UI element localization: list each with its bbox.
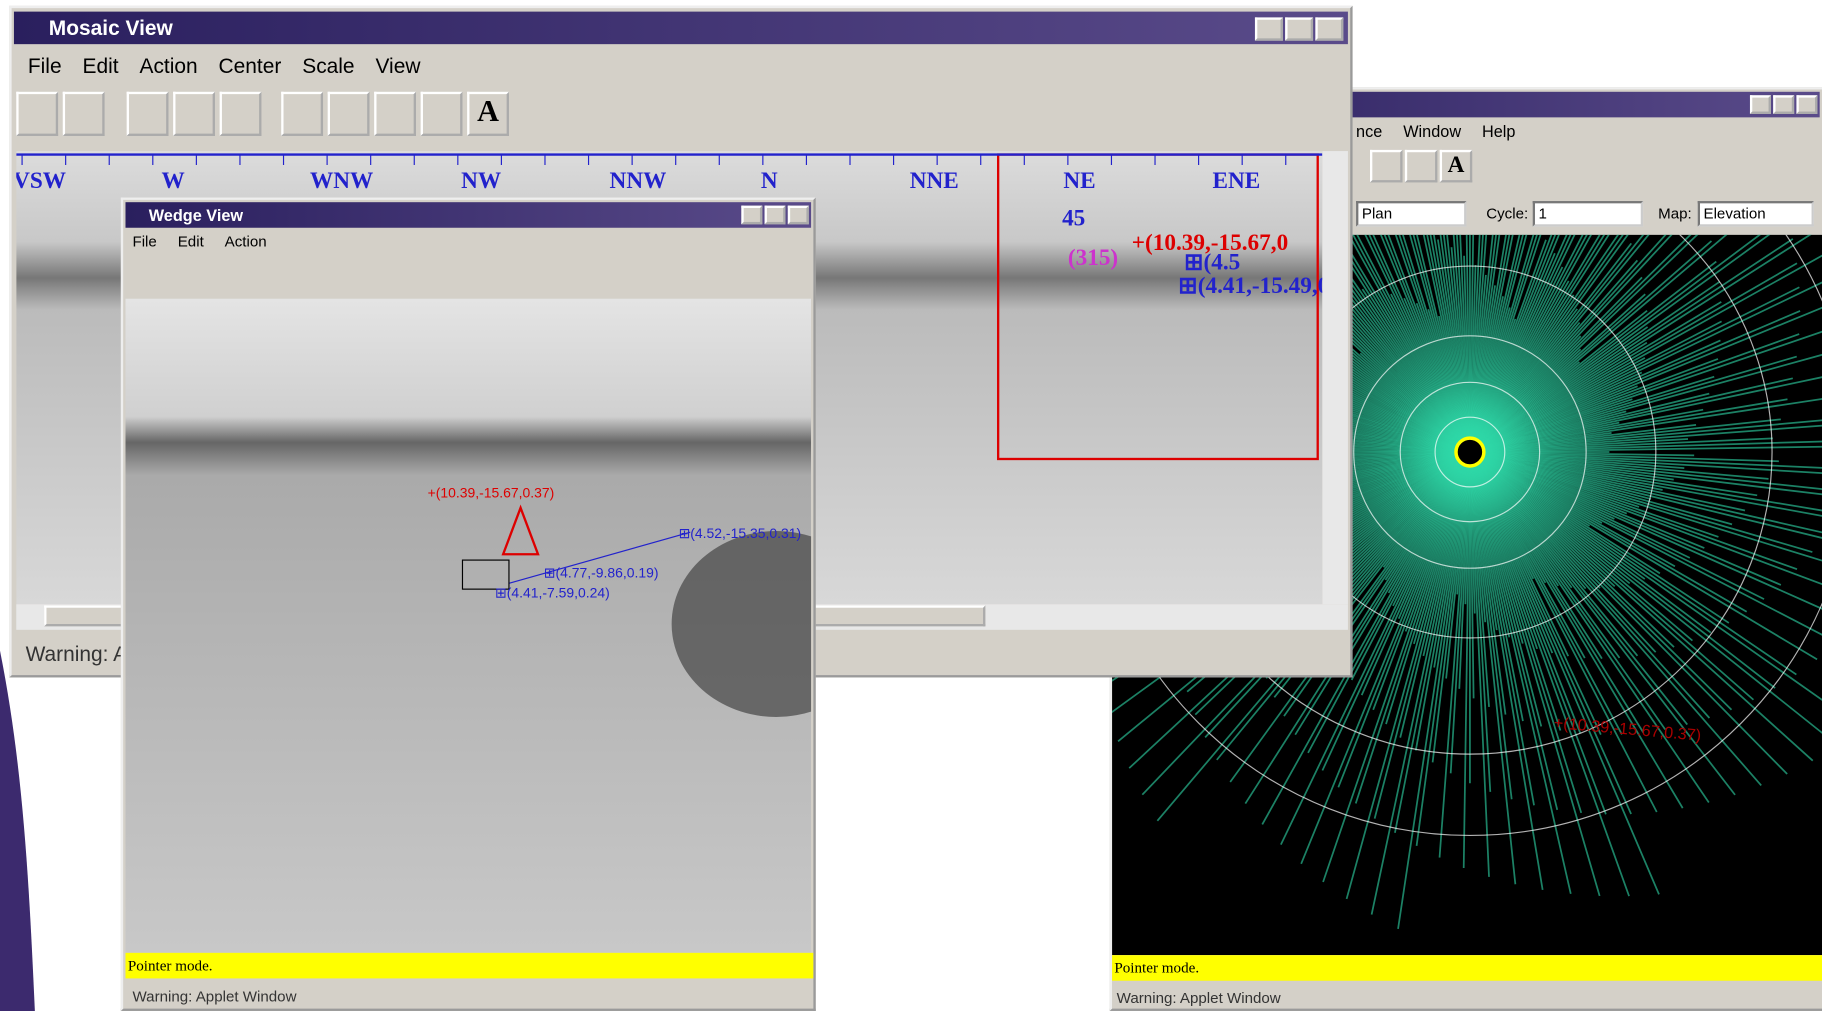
compass-label: WNW — [310, 168, 373, 194]
wedge-window: Wedge View File Edit Action +(10.39,-15.67… — [121, 198, 816, 1011]
compass-label: W — [162, 168, 185, 194]
window-controls[interactable] — [1750, 95, 1817, 114]
page: nce Window Help A Plan Cycle: 1 Map: Eleva… — [0, 0, 1822, 1011]
view-dropdown[interactable]: Plan — [1356, 201, 1466, 227]
menu-item[interactable]: nce — [1356, 122, 1382, 141]
menu-item[interactable]: Help — [1482, 122, 1515, 141]
menu-item[interactable]: View — [375, 55, 420, 79]
compass-label: NNE — [910, 168, 959, 194]
point-annotation: +(10.39,-15.67,0.37) — [428, 484, 555, 500]
inset-annotation: 45 — [1062, 205, 1085, 231]
menu-item[interactable]: Edit — [178, 232, 204, 249]
point-annotation: ⊞(4.77,-9.86,0.19) — [544, 565, 659, 581]
tool-button[interactable] — [173, 92, 215, 136]
menu-item[interactable]: Edit — [83, 55, 119, 79]
status-bar: Warning: Applet Window — [1117, 989, 1281, 1006]
point-annotation: ⊞(4.52,-15.35,0.31) — [679, 525, 801, 541]
map-dropdown[interactable]: Elevation — [1698, 201, 1814, 227]
menu-item[interactable]: Action — [225, 232, 267, 249]
map-label: Map: — [1658, 205, 1692, 222]
menu-item[interactable]: Window — [1403, 122, 1461, 141]
menu-bar: File Edit Action — [132, 232, 287, 249]
compass-label: NE — [1063, 168, 1095, 194]
point-annotation: ⊞(4.41,-7.59,0.24) — [495, 584, 610, 600]
status-bar: Warning: Applet Window — [132, 988, 296, 1005]
menu-item[interactable]: Scale — [302, 55, 354, 79]
camera-image: +(10.39,-15.67,0.37) ⊞(4.52,-15.35,0.31) ⊞… — [125, 299, 811, 953]
inset-annotation: ⊞(4.41,-15.49,0 — [1178, 273, 1322, 299]
title-bar: Mosaic View — [14, 12, 1348, 45]
tool-button[interactable] — [1370, 150, 1403, 183]
title-bar: Wedge View — [125, 202, 811, 228]
inset-annotation: (315) — [1068, 245, 1118, 271]
tool-button[interactable] — [281, 92, 323, 136]
menu-item[interactable]: Center — [219, 55, 282, 79]
v-scrollbar[interactable] — [1322, 151, 1348, 604]
window-controls[interactable] — [741, 206, 808, 225]
tool-button[interactable] — [328, 92, 370, 136]
status-bar: Warning: A — [26, 643, 128, 667]
tool-button[interactable] — [421, 92, 463, 136]
mode-bar: Pointer mode. — [125, 953, 813, 979]
desktop: nce Window Help A Plan Cycle: 1 Map: Eleva… — [0, 0, 1822, 1011]
menu-bar: nce Window Help — [1356, 122, 1536, 141]
tool-button[interactable] — [374, 92, 416, 136]
cycle-dropdown[interactable]: 1 — [1533, 201, 1643, 227]
rover-marker — [1456, 438, 1484, 466]
compass-label: ENE — [1212, 168, 1260, 194]
tool-button[interactable] — [220, 92, 262, 136]
tool-button[interactable] — [16, 92, 58, 136]
inset-annotation: ⊞(4.5 — [1184, 250, 1240, 276]
menu-item[interactable]: File — [132, 232, 156, 249]
menu-bar: File Edit Action Center Scale View — [28, 55, 441, 79]
tool-button[interactable] — [1405, 150, 1438, 183]
window-controls[interactable] — [1255, 17, 1343, 40]
tool-button[interactable]: A — [467, 92, 509, 136]
cycle-label: Cycle: — [1486, 205, 1528, 222]
compass-label: NNW — [610, 168, 667, 194]
mode-bar: Pointer mode. — [1112, 955, 1822, 981]
compass-label: VSW — [16, 168, 66, 194]
backdrop — [0, 651, 46, 1011]
menu-item[interactable]: Action — [139, 55, 197, 79]
compass-label: N — [761, 168, 778, 194]
compass-label: NW — [461, 168, 501, 194]
tool-button[interactable] — [127, 92, 169, 136]
tool-button[interactable]: A — [1440, 150, 1473, 183]
menu-item[interactable]: File — [28, 55, 62, 79]
tool-button[interactable] — [63, 92, 105, 136]
